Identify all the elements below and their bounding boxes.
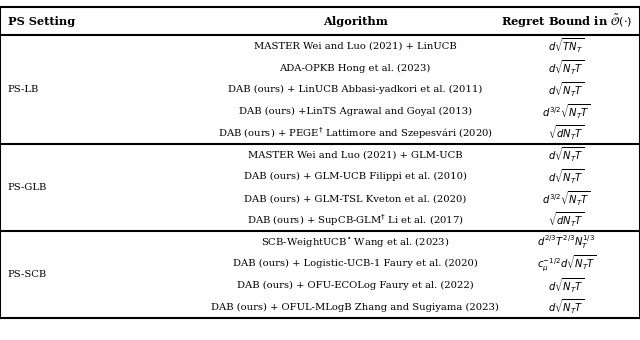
Text: DAB (ours) + LinUCB Abbasi-yadkori et al. (2011): DAB (ours) + LinUCB Abbasi-yadkori et al… [228, 85, 483, 94]
Text: DAB (ours) + OFU-ECOLog Faury et al. (2022): DAB (ours) + OFU-ECOLog Faury et al. (20… [237, 281, 474, 290]
Text: $\sqrt{dN_T T}$: $\sqrt{dN_T T}$ [548, 211, 584, 230]
Text: MASTER Wei and Luo (2021) + GLM-UCB: MASTER Wei and Luo (2021) + GLM-UCB [248, 151, 463, 159]
Text: DAB (ours) + SupCB-GLM$^{\dagger}$ Li et al. (2017): DAB (ours) + SupCB-GLM$^{\dagger}$ Li et… [247, 212, 463, 228]
Text: $d\sqrt{N_T T}$: $d\sqrt{N_T T}$ [548, 146, 584, 164]
Text: $d\sqrt{N_T T}$: $d\sqrt{N_T T}$ [548, 298, 584, 317]
Text: $c_{\mu}^{-1/2}d\sqrt{N_T T}$: $c_{\mu}^{-1/2}d\sqrt{N_T T}$ [537, 254, 596, 274]
Text: $d\sqrt{N_T T}$: $d\sqrt{N_T T}$ [548, 81, 584, 99]
Text: $d^{2/3}T^{2/3}N_T^{1/3}$: $d^{2/3}T^{2/3}N_T^{1/3}$ [538, 234, 595, 251]
Text: SCB-WeightUCB$^{\bullet}$ Wang et al. (2023): SCB-WeightUCB$^{\bullet}$ Wang et al. (2… [261, 235, 449, 249]
Text: PS-LB: PS-LB [8, 85, 39, 94]
Text: DAB (ours) + GLM-UCB Filippi et al. (2010): DAB (ours) + GLM-UCB Filippi et al. (201… [244, 172, 467, 181]
Text: PS-SCB: PS-SCB [8, 270, 47, 279]
Text: DAB (ours) + PEGE$^{\dagger}$ Lattimore and Szepesvári (2020): DAB (ours) + PEGE$^{\dagger}$ Lattimore … [218, 125, 493, 141]
Text: $d\sqrt{TN_T}$: $d\sqrt{TN_T}$ [548, 37, 584, 55]
Text: Algorithm: Algorithm [323, 16, 388, 27]
Text: $\sqrt{dN_T T}$: $\sqrt{dN_T T}$ [548, 124, 584, 142]
Text: $d\sqrt{N_T T}$: $d\sqrt{N_T T}$ [548, 276, 584, 295]
Text: $d^{3/2}\sqrt{N_T T}$: $d^{3/2}\sqrt{N_T T}$ [542, 102, 591, 121]
Text: DAB (ours) + Logistic-UCB-1 Faury et al. (2020): DAB (ours) + Logistic-UCB-1 Faury et al.… [233, 259, 477, 268]
Text: $d\sqrt{N_T T}$: $d\sqrt{N_T T}$ [548, 168, 584, 186]
Text: $d^{3/2}\sqrt{N_T T}$: $d^{3/2}\sqrt{N_T T}$ [542, 189, 591, 208]
Text: $d\sqrt{N_T T}$: $d\sqrt{N_T T}$ [548, 59, 584, 77]
Text: PS-GLB: PS-GLB [8, 183, 47, 192]
Text: ADA-OPKB Hong et al. (2023): ADA-OPKB Hong et al. (2023) [280, 64, 431, 72]
Text: Regret Bound in $\tilde{\mathcal{O}}(\cdot)$: Regret Bound in $\tilde{\mathcal{O}}(\cd… [501, 13, 632, 30]
Text: PS Setting: PS Setting [8, 16, 75, 27]
Text: DAB (ours) +LinTS Agrawal and Goyal (2013): DAB (ours) +LinTS Agrawal and Goyal (201… [239, 107, 472, 116]
Text: DAB (ours) + GLM-TSL Kveton et al. (2020): DAB (ours) + GLM-TSL Kveton et al. (2020… [244, 194, 467, 203]
Text: DAB (ours) + OFUL-MLogB Zhang and Sugiyama (2023): DAB (ours) + OFUL-MLogB Zhang and Sugiya… [211, 303, 499, 312]
Text: MASTER Wei and Luo (2021) + LinUCB: MASTER Wei and Luo (2021) + LinUCB [254, 42, 456, 51]
